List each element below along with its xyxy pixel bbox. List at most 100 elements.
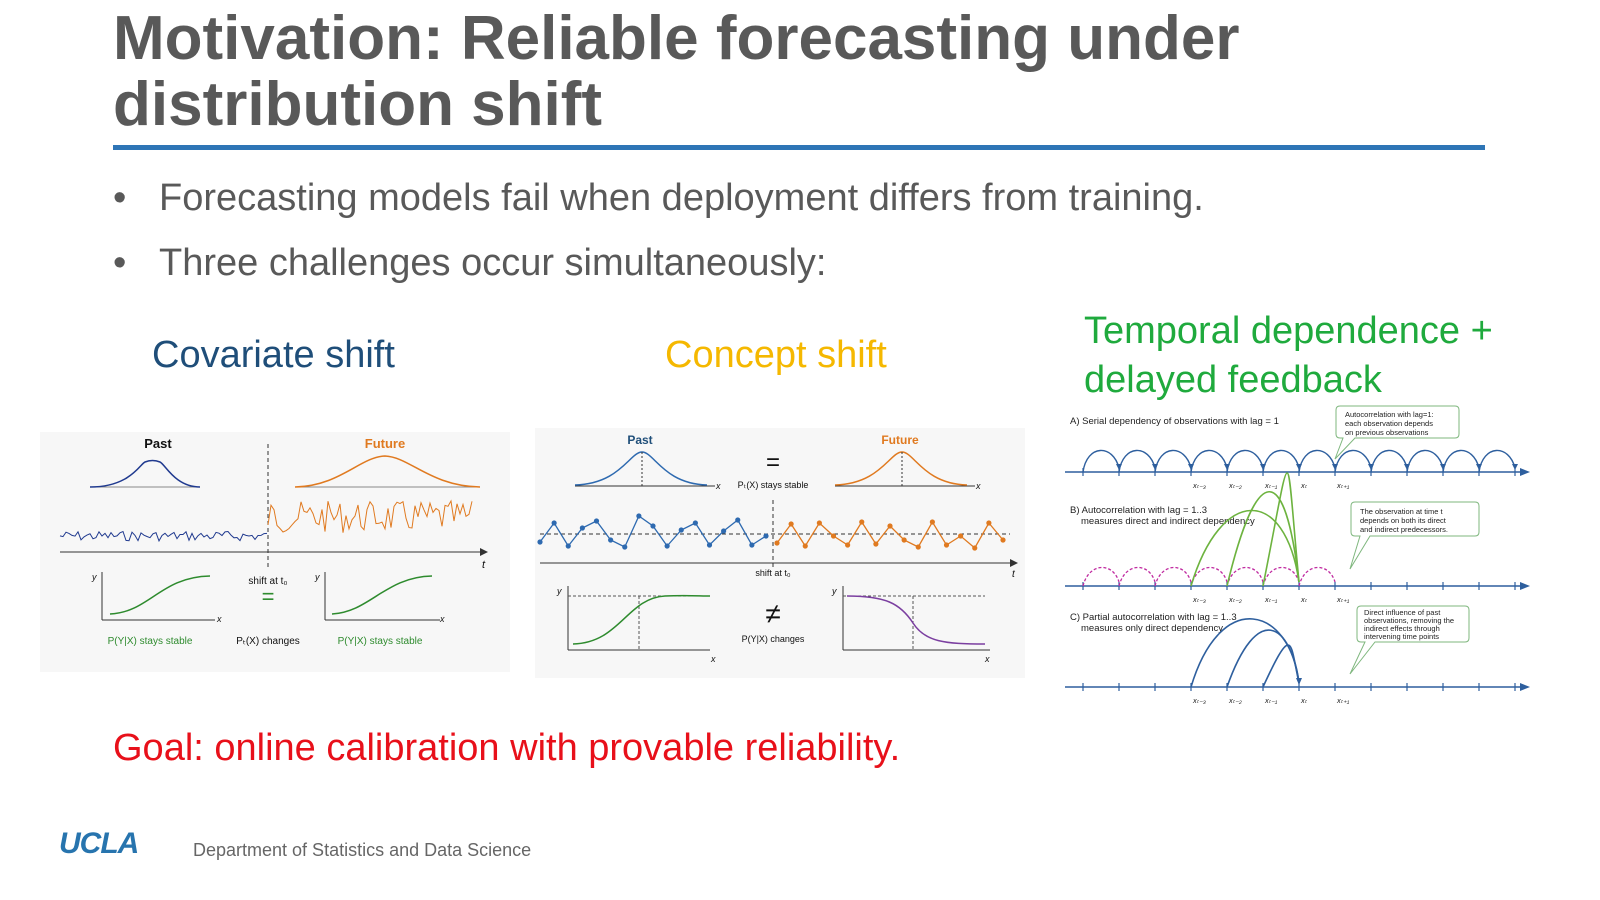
series-point [788, 521, 794, 527]
lag1-arc [1082, 449, 1120, 473]
series-point [845, 542, 851, 548]
series-point [721, 528, 727, 534]
panel-b-label-line2: measures direct and indirect dependency [1081, 516, 1255, 527]
series-point [943, 542, 950, 548]
callout-line: The observation at time t [1360, 507, 1443, 516]
series-point [551, 520, 557, 526]
x-axis-label: x [984, 654, 990, 664]
tick-label: xₜ₊₁ [1336, 595, 1350, 604]
slide-title: Motivation: Reliable forecasting under d… [113, 4, 1240, 139]
series-point [537, 539, 543, 545]
tick-label: xₜ [1300, 481, 1308, 490]
callout-line: Autocorrelation with lag=1: [1345, 410, 1434, 419]
panel-a-timeline: xₜ₋₃ xₜ₋₂ xₜ₋₁ xₜ xₜ₊₁ [1065, 468, 1530, 490]
direct-arc [1262, 472, 1300, 587]
past-sigmoid [572, 594, 711, 645]
callout-line: on previous observations [1345, 428, 1429, 437]
arc-arrowhead [1512, 464, 1518, 470]
panel-b-label-line1: B) Autocorrelation with lag = 1..3 [1070, 505, 1207, 516]
lag1-arc [1298, 449, 1336, 473]
bullet-icon: • [113, 177, 127, 219]
tick-label: xₜ [1300, 595, 1308, 604]
series-point [986, 520, 992, 526]
series-point [706, 542, 713, 548]
series-point [972, 545, 978, 551]
series-point [636, 513, 642, 519]
indirect-arc [1154, 566, 1192, 587]
concept-heading: Concept shift [665, 334, 887, 376]
past-label: Past [144, 436, 172, 451]
panel-c-arcs [1190, 618, 1302, 688]
not-equal-sign: ≠ [765, 598, 780, 629]
stable-sigmoid-right [331, 575, 433, 615]
callout-line: and indirect predecessors. [1360, 525, 1448, 534]
lag1-arc [1370, 449, 1408, 473]
panel-c-label-line1: C) Partial autocorrelation with lag = 1.… [1070, 612, 1237, 623]
tick-label: xₜ₊₁ [1336, 481, 1350, 490]
bullet-item: • Forecasting models fail when deployment… [113, 178, 1204, 218]
future-label: Future [365, 436, 405, 451]
stable-label-right: P(Y|X) stays stable [338, 636, 423, 647]
future-time-series [267, 499, 473, 533]
callout-line: each observation depends [1345, 419, 1433, 428]
equals-sign: = [766, 449, 780, 476]
indirect-arc [1118, 566, 1156, 587]
stable-sigmoid-left [109, 575, 211, 615]
y-axis-label: y [831, 586, 837, 596]
timeline-arrowhead [1520, 683, 1530, 691]
panel-b-callout: The observation at time t depends on bot… [1349, 501, 1480, 570]
t-axis-label: t [1012, 569, 1016, 580]
series-point [678, 527, 684, 533]
pyx-changes-label: P(Y|X) changes [742, 634, 805, 644]
series-point [749, 542, 755, 548]
shift-label: shift at t₀ [248, 576, 287, 587]
bullet-item: • Three challenges occur simultaneously: [113, 243, 1204, 283]
panel-b-arcs [1082, 472, 1336, 587]
tick-label: xₜ [1300, 696, 1308, 705]
lag1-arc [1442, 449, 1480, 473]
arc-arrowhead [1296, 678, 1302, 685]
temporal-heading-line2: delayed feedback [1084, 359, 1382, 401]
series-point [622, 544, 628, 550]
title-underline [113, 145, 1485, 150]
t-axis-label: t [482, 559, 486, 571]
timeline-arrowhead [1520, 582, 1530, 590]
series-point [565, 543, 571, 549]
tick-label: xₜ₋₁ [1264, 696, 1278, 705]
series-point [873, 541, 879, 547]
callout-line: depends on both its direct [1360, 516, 1447, 525]
concept-time-series [537, 513, 1006, 551]
lag1-arc [1190, 449, 1228, 473]
series-point [735, 517, 741, 523]
series-point [579, 525, 585, 531]
x-axis-label: x [975, 481, 981, 491]
tick-label: xₜ₋₂ [1228, 696, 1242, 705]
series-point [1000, 537, 1006, 543]
past-time-series [59, 530, 268, 543]
px-stable-label: Pₜ(X) stays stable [738, 480, 809, 490]
callout-line: Direct influence of past [1364, 608, 1441, 617]
lag1-arc [1226, 449, 1264, 473]
tick-label: xₜ₋₃ [1192, 696, 1206, 705]
tick-label: xₜ₋₁ [1264, 481, 1278, 490]
department-name: Department of Statistics and Data Scienc… [193, 840, 532, 860]
past-distribution-curve [89, 459, 201, 488]
tick-label: xₜ₋₂ [1228, 595, 1242, 604]
series-point [763, 533, 769, 539]
direct-arc [1226, 491, 1300, 587]
callout-line: indirect effects through [1364, 624, 1440, 633]
goal-statement: Goal: online calibration with provable r… [113, 727, 901, 769]
series-point [887, 523, 893, 529]
panel-a-callout: Autocorrelation with lag=1: each observa… [1334, 405, 1460, 460]
callout-line: intervening time points [1364, 632, 1439, 641]
bullet-text: Forecasting models fail when deployment … [159, 177, 1204, 219]
future-sigmoid [846, 595, 986, 645]
covariate-heading: Covariate shift [152, 334, 395, 376]
temporal-dependence-figure: A) Serial dependency of observations wit… [1065, 404, 1585, 724]
series-point [593, 518, 600, 524]
stable-label-left: P(Y|X) stays stable [108, 636, 193, 647]
future-label: Future [881, 433, 919, 447]
concept-shift-figure: Past Future x x = Pₜ(X) stays stable t s… [535, 428, 1025, 678]
x-axis-label: x [216, 614, 222, 624]
series-point [692, 520, 698, 526]
